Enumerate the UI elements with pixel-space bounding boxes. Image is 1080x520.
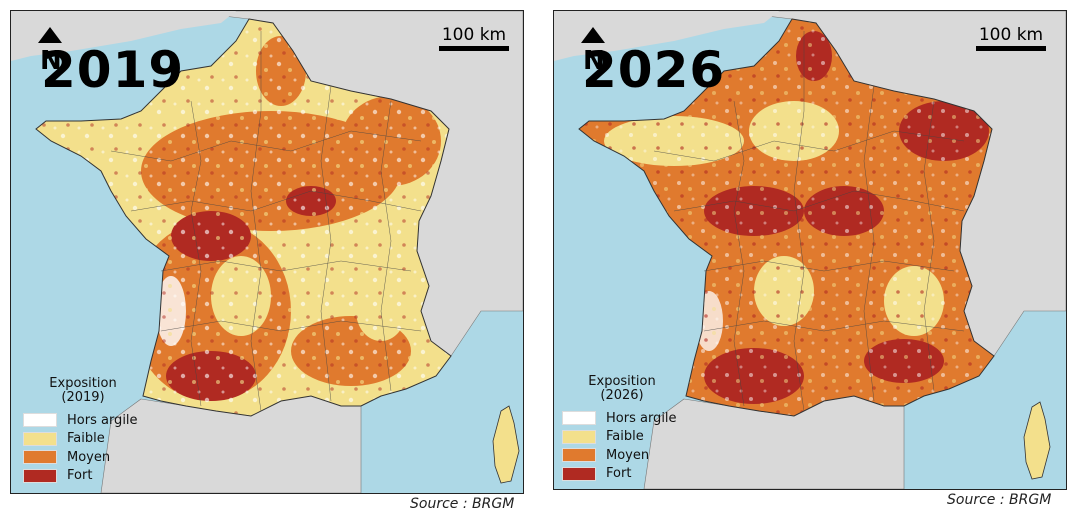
legend-item: Fort <box>23 467 143 486</box>
legend-label: Fort <box>606 466 632 482</box>
uk-land <box>11 11 236 61</box>
legend-swatch <box>562 429 596 444</box>
legend-title-line2: (2026) <box>600 388 644 403</box>
north-arrow-icon: N <box>38 27 62 73</box>
legend-title-line1: Exposition <box>588 374 656 389</box>
legend-label: Hors argile <box>606 410 677 426</box>
legend-swatch <box>23 413 57 428</box>
department-borders <box>110 31 422 412</box>
scale-label: 100 km <box>978 25 1044 45</box>
year-title: 2019 <box>41 41 185 99</box>
legend-item: Hors argile <box>562 409 682 428</box>
legend-label: Faible <box>606 429 644 445</box>
scale-bar: 100 km <box>439 25 509 51</box>
scale-bar-line <box>439 46 509 51</box>
france-map-2026 <box>554 11 1066 489</box>
legend-label: Moyen <box>606 447 650 463</box>
legend-item: Hors argile <box>23 411 143 430</box>
corsica <box>1023 401 1051 480</box>
legend-swatch <box>562 448 596 463</box>
map-panel-2019: N 2019 100 km Exposition (2019) Hors arg… <box>10 10 524 494</box>
legend-label: Faible <box>67 431 105 447</box>
legend-item: Fort <box>562 465 682 484</box>
uk-land <box>554 11 779 61</box>
legend-item: Moyen <box>23 448 143 467</box>
legend-label: Moyen <box>67 449 111 465</box>
legend-swatch <box>23 468 57 483</box>
year-title: 2026 <box>582 41 726 99</box>
legend-label: Hors argile <box>67 412 138 428</box>
legend-title-line2: (2019) <box>61 390 105 405</box>
legend: Exposition (2026) Hors argile Faible Moy… <box>562 375 682 483</box>
department-borders <box>653 31 965 412</box>
scale-bar: 100 km <box>976 25 1046 51</box>
map-panel-2026: N 2026 100 km Exposition (2026) Hors arg… <box>553 10 1067 490</box>
legend-title-line1: Exposition <box>49 376 117 391</box>
legend-item: Faible <box>23 430 143 449</box>
svg-text:N: N <box>583 46 605 73</box>
svg-text:N: N <box>40 46 62 73</box>
france-map-2019 <box>11 11 523 493</box>
france-outline <box>35 18 452 417</box>
legend-title: Exposition (2019) <box>23 377 143 405</box>
source-credit: Source : BRGM <box>410 496 515 512</box>
legend-item: Faible <box>562 428 682 447</box>
north-arrow-icon: N <box>581 27 605 73</box>
legend-swatch <box>23 450 57 465</box>
legend-swatch <box>562 411 596 426</box>
legend-label: Fort <box>67 468 93 484</box>
scale-label: 100 km <box>441 25 507 45</box>
scale-bar-line <box>976 46 1046 51</box>
france-outline <box>578 18 995 417</box>
source-credit: Source : BRGM <box>947 492 1052 508</box>
corsica <box>492 405 520 484</box>
legend-title: Exposition (2026) <box>562 375 682 403</box>
legend: Exposition (2019) Hors argile Faible Moy… <box>23 377 143 485</box>
legend-item: Moyen <box>562 446 682 465</box>
legend-swatch <box>562 466 596 481</box>
legend-swatch <box>23 431 57 446</box>
